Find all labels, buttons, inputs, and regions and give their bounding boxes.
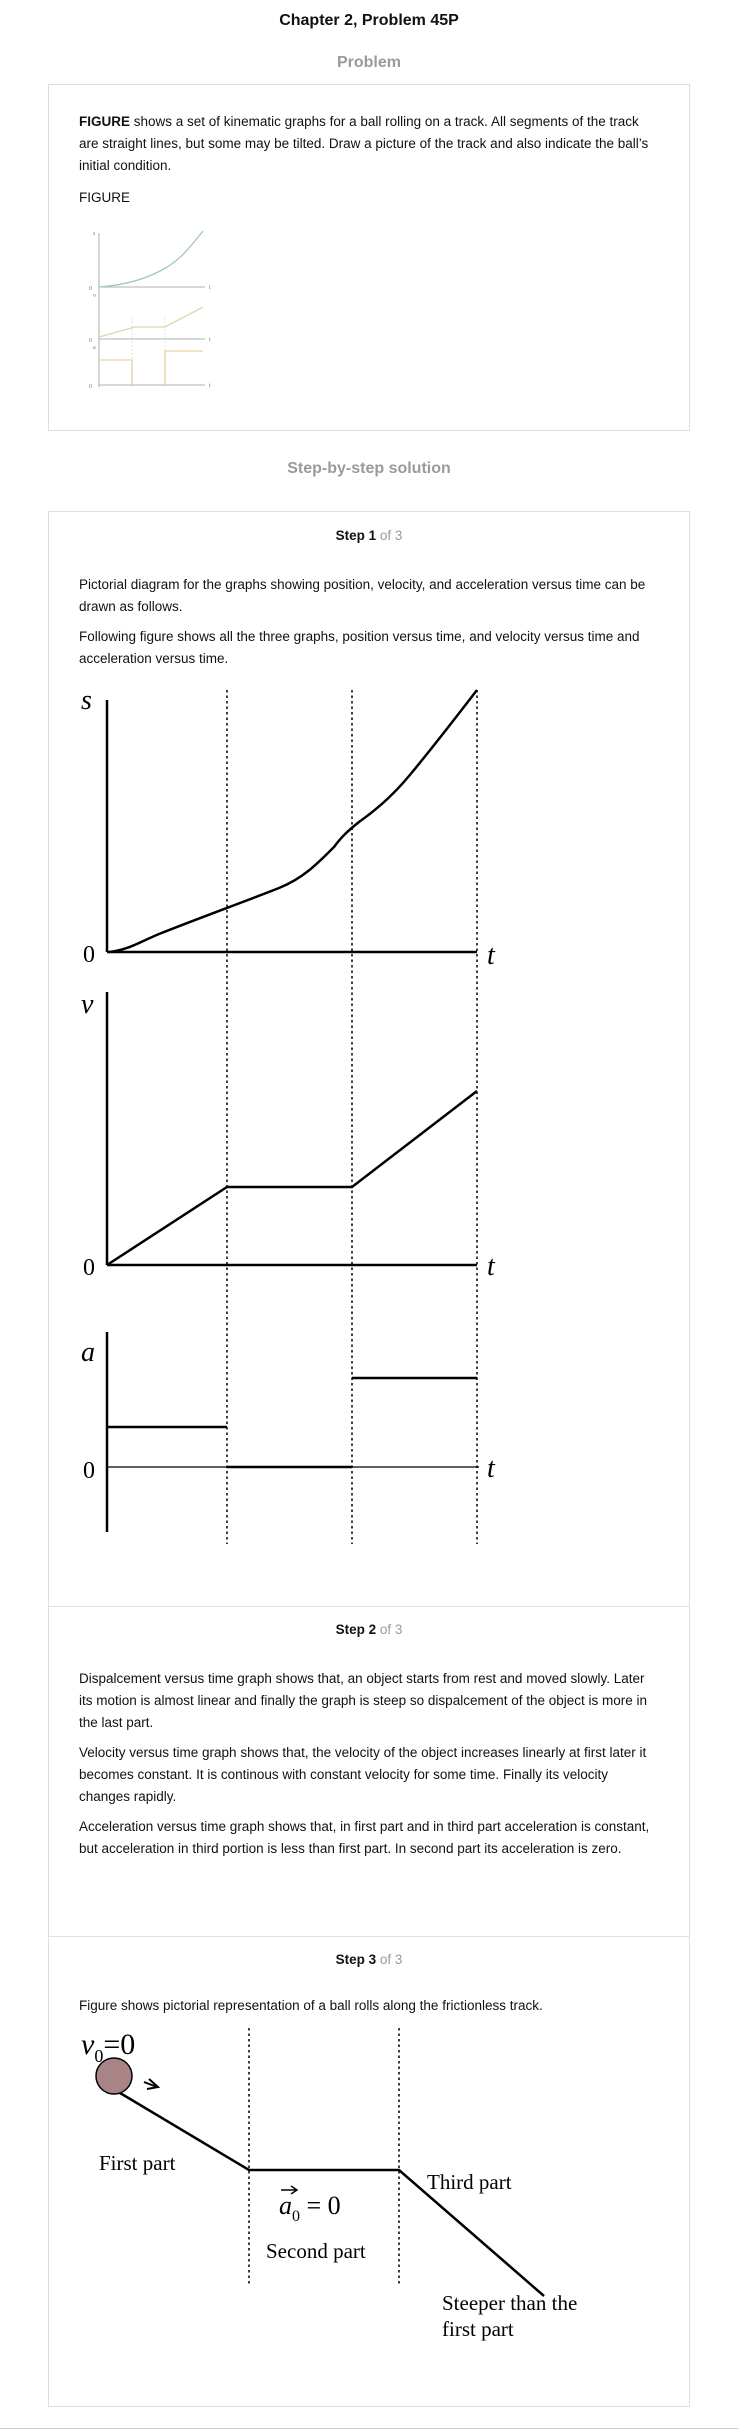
figure-caption: FIGURE <box>79 190 131 205</box>
problem-text: shows a set of kinematic graphs for a ba… <box>79 114 649 173</box>
thumb-t-v: t <box>209 337 211 343</box>
step-divider <box>49 1936 689 1937</box>
problem-figure-thumbnail: s 0 t v 0 t a 0 t <box>89 230 211 390</box>
step3-header: Step 3 of 3 <box>49 1952 689 1967</box>
step1-paragraph-1: Pictorial diagram for the graphs showing… <box>79 577 646 614</box>
thumb-t-s: t <box>209 285 211 291</box>
thumb-a-label: a <box>93 345 96 351</box>
steeper-label-line2: first part <box>442 2317 514 2341</box>
problem-card: FIGURE shows a set of kinematic graphs f… <box>48 84 690 431</box>
track <box>104 2082 545 2297</box>
ball <box>95 2057 133 2095</box>
a0-label: a0 = 0 <box>279 2191 341 2225</box>
second-part-label: Second part <box>266 2239 366 2263</box>
step1-header: Step 1 of 3 <box>49 528 689 543</box>
step2-paragraph-3: Acceleration versus time graph shows tha… <box>79 1819 650 1856</box>
step1-label: Step 1 <box>335 528 377 543</box>
zero-label-v: 0 <box>83 1255 95 1281</box>
step3-of: of 3 <box>379 1952 403 1967</box>
step2-header: Step 2 of 3 <box>49 1622 689 1637</box>
t-label-v: t <box>487 1251 496 1282</box>
track-diagram: v0=0 First part Third part Second part S… <box>81 2028 577 2341</box>
t-label-a: t <box>487 1453 496 1484</box>
velocity-arrow <box>143 2081 158 2088</box>
problem-statement: FIGURE shows a set of kinematic graphs f… <box>79 111 659 177</box>
vector-arrow-icon <box>281 2185 299 2195</box>
a-label: a <box>81 1337 95 1368</box>
kinematic-graphs: s v a t t t 0 0 0 <box>81 685 496 1544</box>
zero-label-s: 0 <box>83 942 95 968</box>
thumb-v-label: v <box>93 293 96 299</box>
problem-section-label: Problem <box>336 54 401 71</box>
arrowhead <box>146 2078 161 2090</box>
first-part-label: First part <box>99 2151 176 2175</box>
step2-label: Step 2 <box>335 1622 377 1637</box>
s-label: s <box>81 685 92 716</box>
thumb-t-a: t <box>209 383 211 389</box>
thumb-s-label: s <box>93 231 96 237</box>
thumb-zero-s: 0 <box>89 286 92 292</box>
step2-of: of 3 <box>379 1622 403 1637</box>
solution-card: Step 1 of 3 Pictorial diagram for the gr… <box>48 511 690 2407</box>
thumb-position-curve <box>98 230 204 288</box>
figure-ref: FIGURE <box>79 114 131 129</box>
position-curve <box>108 689 478 954</box>
step1-paragraph-2: Following figure shows all the three gra… <box>79 629 640 666</box>
steeper-label-line1: Steeper than the <box>442 2291 577 2315</box>
thumb-zero-v: 0 <box>89 338 92 344</box>
step1-of: of 3 <box>379 528 403 543</box>
step3-paragraph-1: Figure shows pictorial representation of… <box>79 1998 543 2013</box>
step2-paragraph-2: Velocity versus time graph shows that, t… <box>79 1745 647 1804</box>
v0-label: v0=0 <box>81 2028 135 2066</box>
velocity-curve <box>106 1090 478 1267</box>
step-divider <box>49 1606 689 1607</box>
zero-label-a: 0 <box>83 1458 95 1484</box>
solution-section-label: Step-by-step solution <box>287 460 451 477</box>
t-label-s: t <box>487 940 496 971</box>
step2-paragraph-1: Dispalcement versus time graph shows tha… <box>79 1671 648 1730</box>
step3-label: Step 3 <box>335 1952 377 1967</box>
third-part-label: Third part <box>427 2170 512 2194</box>
v-label: v <box>81 989 94 1020</box>
thumb-acceleration-curve <box>99 350 203 385</box>
thumb-velocity-curve <box>98 306 204 338</box>
page-bottom-rule <box>0 2428 738 2429</box>
page-title: Chapter 2, Problem 45P <box>279 12 459 29</box>
thumb-zero-a: 0 <box>89 384 92 390</box>
